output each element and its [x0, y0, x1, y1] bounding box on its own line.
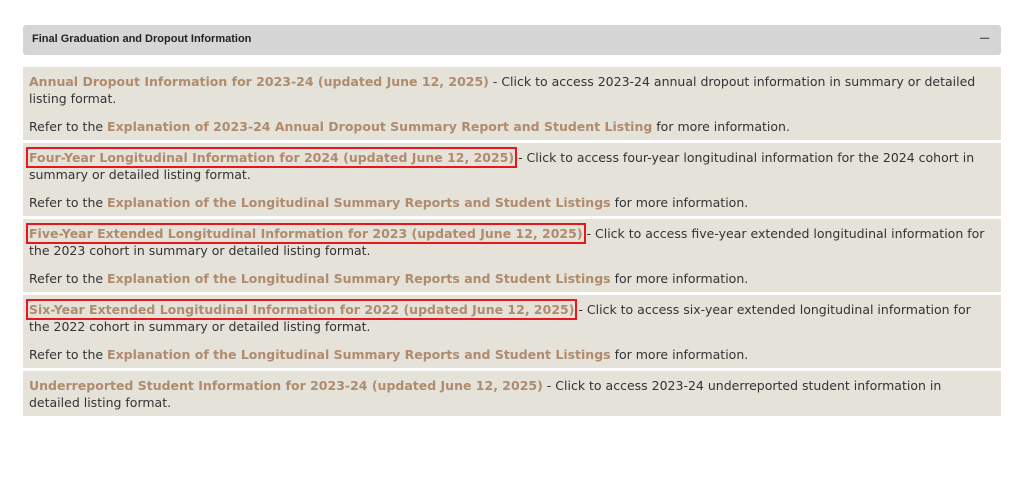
annual-dropout-link[interactable]: Annual Dropout Information for 2023-24 (…	[29, 74, 489, 89]
item-description: - Click to access five-year extended lon…	[29, 226, 985, 258]
panel-header[interactable]: Final Graduation and Dropout Information…	[23, 25, 1001, 55]
refer-prefix: Refer to the	[29, 347, 108, 362]
item-description: - Click to access six-year extended long…	[29, 302, 971, 334]
refer-suffix: for more information.	[652, 119, 790, 134]
refer-prefix: Refer to the	[29, 271, 108, 286]
annual-dropout-explanation-link[interactable]: Explanation of 2023-24 Annual Dropout Su…	[107, 119, 653, 134]
longitudinal-explanation-link[interactable]: Explanation of the Longitudinal Summary …	[107, 347, 611, 362]
refer-row: Refer to the Explanation of the Longitud…	[29, 194, 995, 211]
item-row: Six-Year Extended Longitudinal Informati…	[25, 299, 995, 335]
refer-row: Refer to the Explanation of the Longitud…	[29, 346, 995, 363]
refer-suffix: for more information.	[610, 271, 749, 286]
item-row: Four-Year Longitudinal Information for 2…	[25, 147, 995, 183]
item-description: - Click to access 2023-24 annual dropout…	[29, 74, 976, 106]
item-description: - Click to access 2023-24 underreported …	[29, 378, 942, 410]
panel-title: Final Graduation and Dropout Information	[32, 33, 252, 45]
five-year-extended-link[interactable]: Five-Year Extended Longitudinal Informat…	[26, 223, 586, 244]
report-list: Annual Dropout Information for 2023-24 (…	[23, 67, 1001, 419]
section-four-year: Four-Year Longitudinal Information for 2…	[23, 143, 1001, 216]
underreported-student-link[interactable]: Underreported Student Information for 20…	[29, 378, 543, 393]
section-six-year: Six-Year Extended Longitudinal Informati…	[23, 295, 1001, 368]
refer-row: Refer to the Explanation of the Longitud…	[29, 270, 995, 287]
longitudinal-explanation-link[interactable]: Explanation of the Longitudinal Summary …	[107, 271, 611, 286]
refer-row: Refer to the Explanation of 2023-24 Annu…	[29, 118, 995, 135]
item-row: Underreported Student Information for 20…	[29, 377, 995, 411]
refer-prefix: Refer to the	[29, 195, 108, 210]
section-annual-dropout: Annual Dropout Information for 2023-24 (…	[23, 67, 1001, 140]
item-row: Annual Dropout Information for 2023-24 (…	[29, 73, 995, 107]
six-year-extended-link[interactable]: Six-Year Extended Longitudinal Informati…	[25, 299, 578, 320]
longitudinal-explanation-link[interactable]: Explanation of the Longitudinal Summary …	[107, 195, 611, 210]
collapse-icon[interactable]: −	[978, 29, 991, 47]
refer-suffix: for more information.	[610, 347, 749, 362]
item-row: Five-Year Extended Longitudinal Informat…	[26, 223, 995, 259]
item-description: - Click to access four-year longitudinal…	[29, 150, 975, 182]
section-underreported: Underreported Student Information for 20…	[23, 371, 1001, 416]
refer-prefix: Refer to the	[29, 119, 108, 134]
refer-suffix: for more information.	[610, 195, 749, 210]
section-five-year: Five-Year Extended Longitudinal Informat…	[23, 219, 1001, 292]
four-year-longitudinal-link[interactable]: Four-Year Longitudinal Information for 2…	[25, 147, 518, 168]
